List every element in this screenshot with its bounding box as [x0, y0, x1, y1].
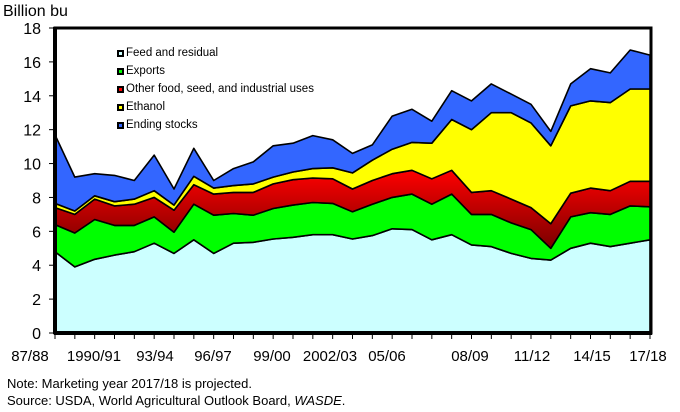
legend-swatch-icon — [117, 49, 124, 57]
x-tick-label: 99/00 — [253, 348, 291, 365]
y-tick-label: 12 — [23, 123, 41, 140]
x-tick-label: 2002/03 — [303, 348, 357, 365]
legend-item: Feed and residual — [117, 44, 314, 62]
x-tick-label: 17/18 — [629, 348, 667, 365]
legend-item: Other food, seed, and industrial uses — [117, 80, 314, 98]
legend-label: Exports — [126, 65, 165, 77]
legend-item: Ethanol — [117, 98, 314, 116]
y-tick-label: 0 — [32, 326, 41, 343]
x-tick-label: 1990/91 — [67, 348, 121, 365]
y-axis-title: Billion bu — [3, 3, 68, 20]
x-tick-label: 11/12 — [514, 348, 550, 365]
legend-swatch-icon — [117, 85, 124, 93]
legend: Feed and residual Exports Other food, seed… — [117, 44, 314, 134]
x-tick-label: 14/15 — [573, 348, 611, 365]
chart-notes: Note: Marketing year 2017/18 is projecte… — [7, 375, 345, 409]
x-tick-label: 87/88 — [11, 348, 49, 365]
y-tick-label: 18 — [23, 21, 41, 38]
note-text: Note: Marketing year 2017/18 is projecte… — [7, 376, 252, 391]
x-tick-label: 08/09 — [451, 348, 489, 365]
y-axis-tick-labels: 0 2 4 6 8 10 12 14 16 18 — [23, 21, 41, 343]
stacked-area-chart: 0 2 4 6 8 10 12 14 16 18 87/88 1990/91 93/94 96/97 99… — [11, 21, 667, 365]
legend-label: Ending stocks — [126, 119, 198, 131]
x-tick-label: 96/97 — [194, 348, 232, 365]
legend-label: Other food, seed, and industrial uses — [126, 83, 314, 95]
y-tick-label: 4 — [32, 258, 41, 275]
source-text: Source: USDA, World Agricultural Outlook… — [7, 392, 345, 409]
area-layers — [54, 49, 651, 334]
source-italic: WASDE — [294, 393, 342, 408]
y-tick-label: 10 — [23, 157, 41, 174]
source-suffix: . — [341, 393, 346, 408]
x-axis-tick-labels: 87/88 1990/91 93/94 96/97 99/00 2002/03 05/06 0… — [11, 348, 667, 365]
y-tick-label: 16 — [23, 55, 41, 72]
legend-swatch-icon — [117, 67, 124, 75]
legend-label: Feed and residual — [126, 47, 219, 59]
legend-label: Ethanol — [126, 101, 166, 113]
legend-swatch-icon — [117, 103, 124, 111]
legend-item: Exports — [117, 62, 314, 80]
y-tick-label: 8 — [32, 190, 41, 207]
y-tick-label: 14 — [23, 89, 41, 106]
y-tick-label: 6 — [32, 224, 41, 241]
source-prefix: Source: USDA, World Agricultural Outlook… — [7, 393, 295, 408]
x-tick-label: 93/94 — [136, 348, 174, 365]
x-tick-label: 05/06 — [368, 348, 406, 365]
legend-item: Ending stocks — [117, 116, 314, 134]
y-tick-label: 2 — [32, 292, 41, 309]
legend-swatch-icon — [117, 121, 124, 129]
